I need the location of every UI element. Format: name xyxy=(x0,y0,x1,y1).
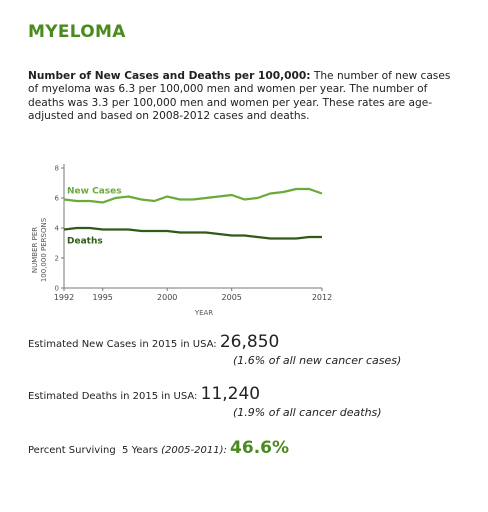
series-label-new-cases: New Cases xyxy=(67,187,122,197)
stat-deaths-note: (1.9% of all cancer deaths) xyxy=(233,406,382,419)
stat-survival-label: Percent Surviving 5 Years xyxy=(28,445,158,456)
stat-deaths-label: Estimated Deaths in 2015 in USA: xyxy=(28,391,198,402)
stat-survival: Percent Surviving 5 Years (2005-2011): 4… xyxy=(28,438,289,458)
y-tick-label: 6 xyxy=(55,195,60,203)
description: Number of New Cases and Deaths per 100,0… xyxy=(28,70,458,124)
x-tick-label: 2012 xyxy=(312,293,332,302)
y-axis-label-line1: NUMBER PER xyxy=(31,227,39,273)
series-line-deaths xyxy=(63,226,322,240)
stat-survival-value: 46.6% xyxy=(230,438,290,458)
y-ticks: 0 2 4 6 8 xyxy=(55,165,64,293)
y-tick-label: 2 xyxy=(55,255,59,263)
y-tick-label: 8 xyxy=(55,165,59,173)
series-label-deaths: Deaths xyxy=(67,237,103,247)
description-body: The number of new cases of myeloma was 6… xyxy=(28,70,451,123)
stat-new-cases-note: (1.6% of all new cancer cases) xyxy=(233,354,402,367)
stat-deaths: Estimated Deaths in 2015 in USA: 11,240 … xyxy=(28,384,382,419)
stat-new-cases: Estimated New Cases in 2015 in USA: 26,8… xyxy=(28,332,401,367)
x-tick-label: 2000 xyxy=(157,293,177,302)
stat-new-cases-value: 26,850 xyxy=(219,332,280,352)
x-tick-label: 1992 xyxy=(54,293,74,302)
x-tick-label: 1995 xyxy=(93,293,113,302)
stat-deaths-value: 11,240 xyxy=(200,384,261,404)
x-ticks: 1992 1995 2000 2005 2012 xyxy=(54,288,332,302)
y-axis-label: NUMBER PER 100,000 PERSONS xyxy=(31,217,48,282)
x-axis-label: YEAR xyxy=(194,309,213,317)
description-lead: Number of New Cases and Deaths per 100,0… xyxy=(28,70,311,82)
y-tick-label: 4 xyxy=(55,225,60,233)
page-title: MYELOMA xyxy=(28,22,126,42)
stat-survival-period: (2005-2011): xyxy=(161,445,227,456)
series-line-new-cases xyxy=(63,187,323,204)
stat-new-cases-label: Estimated New Cases in 2015 in USA: xyxy=(28,339,217,350)
y-tick-label: 0 xyxy=(55,285,59,293)
x-tick-label: 2005 xyxy=(222,293,242,302)
y-axis-label-line2: 100,000 PERSONS xyxy=(40,217,48,282)
